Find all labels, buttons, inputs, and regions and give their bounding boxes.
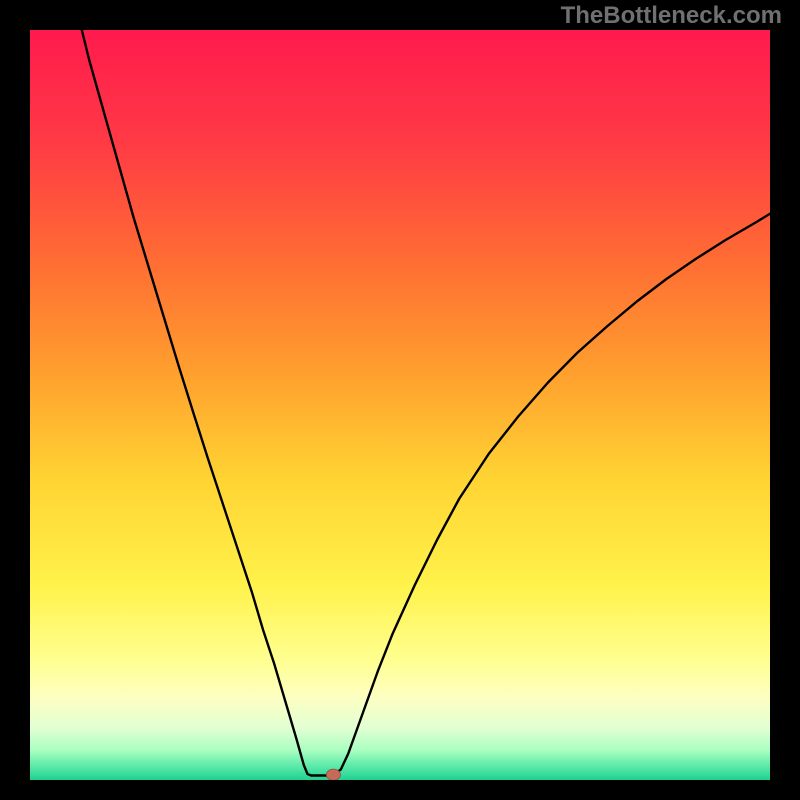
- watermark-text: TheBottleneck.com: [561, 2, 782, 30]
- optimal-point-marker: [326, 769, 340, 780]
- gradient-background: [30, 30, 770, 780]
- bottleneck-chart: [30, 30, 770, 780]
